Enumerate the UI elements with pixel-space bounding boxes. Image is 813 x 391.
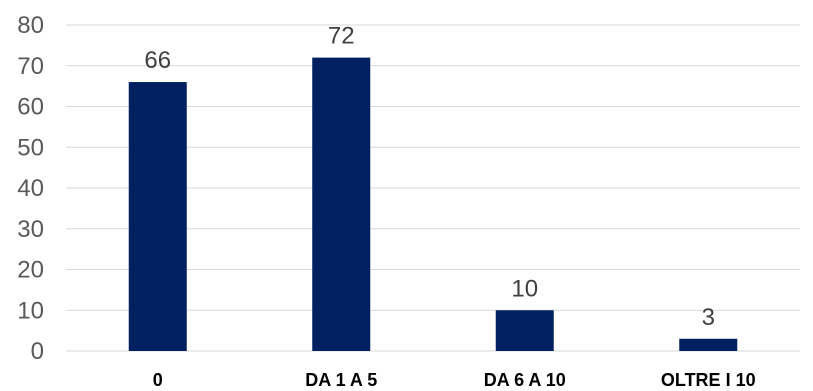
data-labels: 66 72 10 3 <box>144 23 715 331</box>
data-label: 10 <box>511 275 538 302</box>
bars <box>128 57 738 352</box>
y-tick-label: 20 <box>17 257 44 284</box>
y-axis-tick-labels: 0 10 20 30 40 50 60 70 80 <box>17 12 44 365</box>
bar <box>495 310 554 351</box>
y-tick-label: 80 <box>17 12 44 39</box>
data-label: 72 <box>328 23 355 50</box>
y-tick-label: 0 <box>31 338 44 365</box>
bar <box>312 57 371 351</box>
y-tick-label: 50 <box>17 134 44 161</box>
x-tick-label: 0 <box>153 370 163 390</box>
data-label: 66 <box>144 47 171 74</box>
y-tick-label: 40 <box>17 175 44 202</box>
y-tick-label: 70 <box>17 53 44 80</box>
x-tick-label: DA 6 A 10 <box>484 370 566 390</box>
x-tick-label: DA 1 A 5 <box>305 370 377 390</box>
y-tick-label: 60 <box>17 94 44 121</box>
data-label: 3 <box>702 304 715 331</box>
bar <box>128 82 187 352</box>
bar <box>679 338 738 351</box>
x-axis-category-labels: 0 DA 1 A 5 DA 6 A 10 OLTRE I 10 <box>153 370 756 390</box>
x-tick-label: OLTRE I 10 <box>661 370 756 390</box>
y-tick-label: 10 <box>17 297 44 324</box>
y-tick-label: 30 <box>17 216 44 243</box>
gridlines <box>66 24 800 352</box>
